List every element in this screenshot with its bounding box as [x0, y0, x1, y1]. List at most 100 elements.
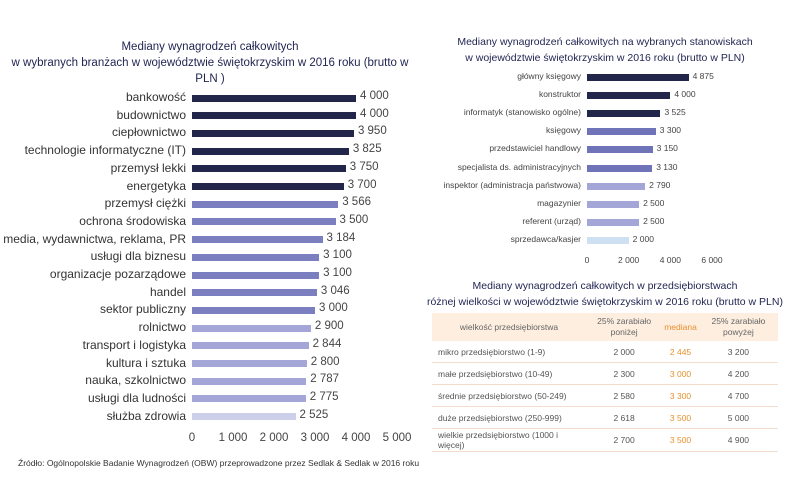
category-label: informatyk (stanowisko ogólne)	[463, 106, 581, 117]
category-label: magazynier	[537, 197, 581, 208]
data-label: 2 844	[312, 337, 342, 350]
bar	[192, 183, 344, 190]
table-cell: 5 000	[698, 406, 778, 429]
table-row: średnie przedsiębiorstwo (50-249) 2 580 3 …	[432, 384, 778, 407]
data-label: 2 900	[314, 320, 344, 333]
bar	[192, 129, 354, 137]
category-label: sprzedawca/kasjer	[510, 234, 581, 245]
table-row: wielkie przedsiębiorstwo (1000 i więcej)…	[432, 428, 778, 452]
data-label: 3 750	[349, 160, 379, 173]
row-label: średnie przedsiębiorstwo (50-249)	[432, 384, 586, 407]
table-cell: 3 000	[662, 362, 699, 385]
data-label: 4 875	[692, 70, 714, 81]
bar	[192, 413, 296, 421]
bar	[192, 147, 349, 155]
category-label: energetyka	[126, 178, 186, 193]
table-row: mikro przedsiębiorstwo (1-9) 2 000 2 445 3 …	[432, 341, 778, 363]
data-label: 2 500	[643, 197, 665, 208]
bar	[192, 377, 307, 385]
column-header: wielkość przedsiębiorstwa	[432, 313, 586, 341]
category-label: inspektor (administracja państwowa)	[443, 179, 581, 190]
tick-label: 0	[584, 255, 590, 265]
tick-label: 4 000	[341, 432, 371, 444]
right-chart-title: Mediany wynagrodzeń całkowitych na wybra…	[457, 36, 753, 64]
data-label: 3 950	[357, 125, 387, 138]
category-label: referent (urząd)	[522, 216, 581, 227]
bar	[587, 146, 653, 154]
row-label: mikro przedsiębiorstwo (1-9)	[432, 341, 586, 363]
table-cell: 3 500	[662, 406, 699, 429]
category-label: bankowość	[125, 90, 186, 104]
column-header: 25% zarabiało poniżej	[586, 313, 663, 341]
data-label: 4 000	[674, 88, 696, 99]
category-label: specjalista ds. administracyjnych	[457, 161, 581, 172]
row-label: duże przedsiębiorstwo (250-999)	[432, 406, 586, 429]
bar	[587, 182, 646, 190]
data-label: 3 130	[656, 161, 678, 172]
data-label: 3 566	[342, 196, 371, 209]
data-label: 2 787	[310, 373, 340, 386]
bar	[587, 219, 640, 227]
row-label: małe przedsiębiorstwo (10-49)	[432, 362, 586, 385]
table-cell: 2 700	[586, 428, 663, 452]
bar	[192, 253, 320, 261]
bar	[587, 200, 640, 208]
bar	[192, 306, 315, 314]
table-cell: 2 618	[586, 406, 663, 429]
table-row: małe przedsiębiorstwo (10-49) 2 300 3 000 4…	[432, 362, 778, 385]
category-label: konstruktor	[538, 88, 581, 99]
data-label: 3 300	[659, 125, 682, 136]
tick-label: 6 000	[701, 255, 723, 265]
data-label: 3 525	[664, 106, 686, 117]
data-label: 4 000	[360, 107, 389, 120]
table-cell: 3 300	[662, 384, 699, 407]
bar	[192, 289, 317, 297]
data-label: 3 184	[326, 231, 356, 244]
bar	[192, 165, 346, 173]
bar	[192, 112, 356, 120]
tick-label: 1 000	[218, 432, 248, 444]
category-label: przedstawiciel handlowy	[489, 143, 581, 154]
category-label: handel	[149, 284, 186, 299]
bar	[192, 342, 309, 350]
category-label: kultura i sztuka	[105, 355, 186, 370]
category-label: media, wydawnictwa, reklama, PR	[3, 231, 186, 246]
data-label: 2 800	[310, 355, 340, 368]
bar	[192, 395, 306, 403]
company-size-table: wielkość przedsiębiorstwa 25% zarabiało p…	[432, 313, 778, 452]
data-label: 3 000	[319, 302, 348, 315]
category-label: technologie informatyczne (IT)	[24, 143, 186, 158]
table-cell: 3 200	[698, 341, 778, 363]
bar	[587, 91, 671, 99]
category-label: usługi dla ludności	[87, 390, 186, 405]
data-label: 3 100	[323, 249, 352, 262]
row-label: wielkie przedsiębiorstwo (1000 i więcej)	[432, 428, 586, 452]
data-label: 3 046	[320, 284, 350, 297]
tick-label: 2 000	[259, 432, 289, 444]
bar	[587, 128, 656, 136]
tick-label: 4 000	[659, 255, 681, 265]
category-label: ciepłownictwo	[111, 125, 186, 140]
bar	[192, 236, 323, 244]
bar	[192, 200, 339, 208]
bar	[587, 237, 629, 245]
data-label: 2 775	[309, 390, 339, 403]
table-cell: 4 200	[698, 362, 778, 385]
table-cell: 4 900	[698, 428, 778, 452]
column-header: mediana	[662, 313, 699, 341]
category-label: służba zdrowia	[106, 408, 186, 423]
bar	[587, 73, 689, 81]
source-note: Źródło: Ogólnopolskie Badanie Wynagrodze…	[18, 458, 420, 468]
data-label: 2 000	[632, 234, 654, 245]
data-label: 3 150	[656, 143, 678, 154]
table-title: Mediany wynagrodzeń całkowitych w przeds…	[427, 280, 783, 308]
bar	[192, 271, 320, 279]
bar	[192, 94, 356, 102]
category-label: księgowy	[546, 125, 581, 136]
tick-label: 0	[188, 432, 196, 444]
tick-label: 2 000	[618, 255, 640, 265]
category-label: budownictwo	[116, 107, 186, 122]
category-label: przemysł lekki	[110, 160, 186, 175]
category-label: przemysł ciężki	[104, 196, 186, 211]
category-label: rolnictwo	[138, 320, 186, 335]
